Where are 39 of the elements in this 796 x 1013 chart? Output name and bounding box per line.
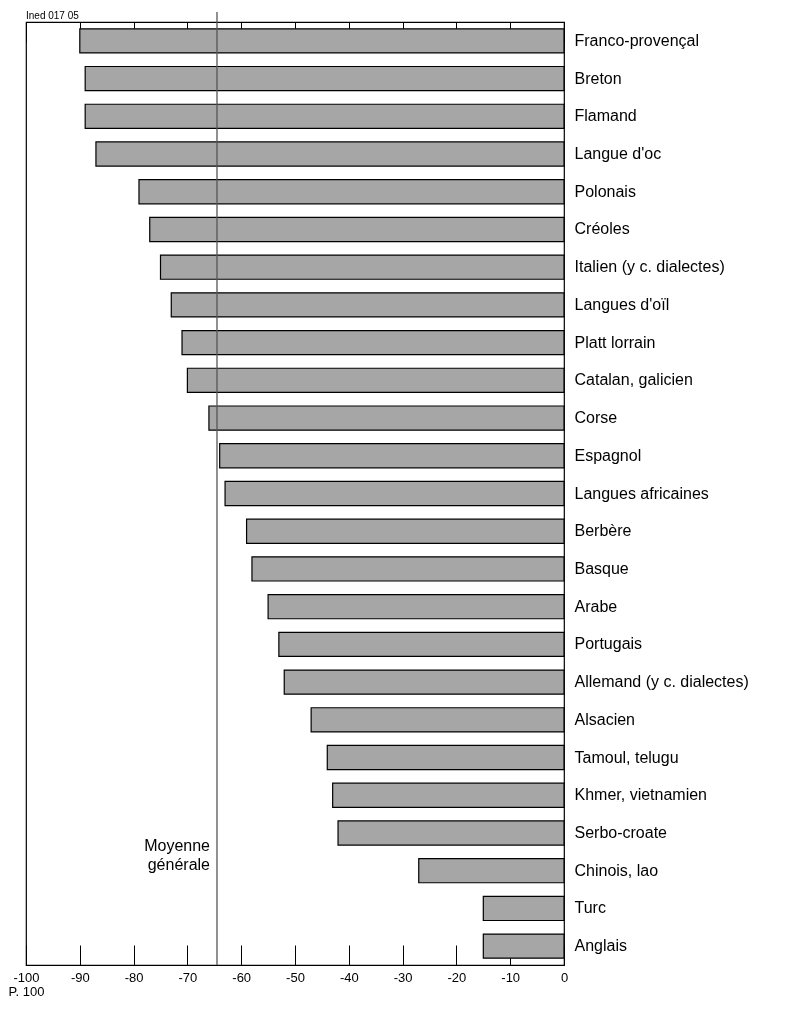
y-tick-label: Chinois, lao — [574, 861, 659, 879]
y-tick-label: Langues d'oïl — [574, 295, 670, 313]
x-tick-label: -40 — [339, 969, 359, 985]
y-tick-label: Tamoul, telugu — [574, 748, 679, 766]
y-tick-label: Flamand — [574, 107, 637, 125]
y-tick-label: Alsacien — [574, 710, 635, 728]
y-tick-label: Basque — [574, 559, 629, 577]
x-tick-label: -20 — [447, 969, 467, 985]
y-tick-label: Platt lorrain — [574, 333, 656, 351]
y-tick-label: Turc — [574, 899, 606, 917]
y-tick-label: Portugais — [574, 635, 643, 653]
y-tick-label: Polonais — [574, 182, 636, 200]
y-tick-label: Arabe — [574, 597, 618, 615]
y-tick-label: Italien (y c. dialectes) — [574, 258, 725, 276]
y-tick-label: Langues africaines — [574, 484, 709, 502]
x-tick-label: -60 — [232, 969, 252, 985]
x-tick-label: -90 — [70, 969, 90, 985]
y-tick-label: Khmer, vietnamien — [574, 786, 708, 804]
x-tick-label: -70 — [178, 969, 198, 985]
y-tick-label: Breton — [574, 69, 622, 87]
y-tick-label: Berbère — [574, 522, 632, 540]
y-tick-label: Créoles — [574, 220, 630, 238]
ref-line-label: Moyenne générale — [144, 837, 211, 873]
y-tick-label: Serbo-croate — [574, 823, 668, 841]
x-axis-title: P. 100 — [8, 983, 45, 999]
y-tick-label: Allemand (y c. dialectes) — [574, 673, 749, 691]
x-tick-label: -80 — [124, 969, 144, 985]
y-tick-label: Espagnol — [574, 446, 642, 464]
x-tick-label: 0 — [560, 969, 569, 985]
y-tick-label: Franco-provençal — [574, 31, 699, 49]
y-tick-label: Langue d'oc — [574, 145, 662, 163]
x-tick-label: -10 — [501, 969, 521, 985]
x-tick-label: -100 — [13, 969, 40, 985]
y-tick-label: Catalan, galicien — [574, 371, 693, 389]
text: Ined 017 05 — [26, 10, 80, 21]
x-tick-label: -50 — [286, 969, 305, 985]
y-tick-label: Corse — [574, 409, 618, 427]
x-tick-label: -30 — [393, 969, 413, 985]
y-tick-label: Anglais — [574, 937, 627, 955]
